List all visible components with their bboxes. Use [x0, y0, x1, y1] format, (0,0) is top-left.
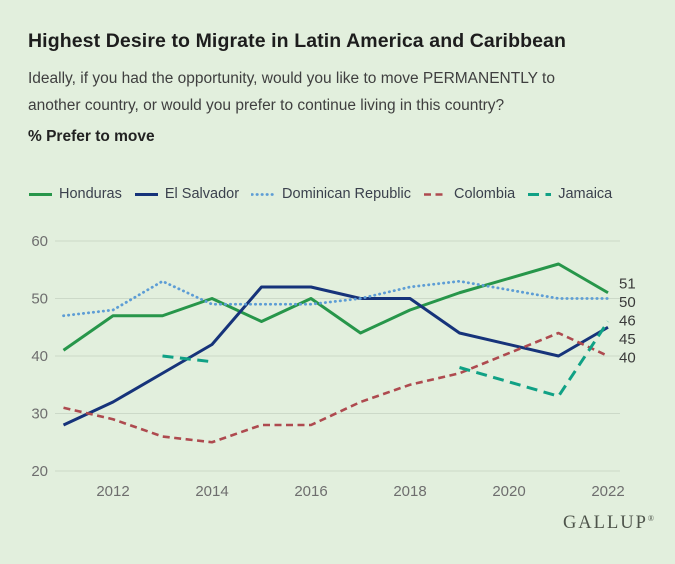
legend-label-dominican-republic: Dominican Republic: [282, 186, 411, 202]
legend-swatch-jamaica: [528, 192, 552, 196]
series-segment-honduras: [62, 262, 609, 352]
legend-item-jamaica: Jamaica: [527, 186, 612, 202]
x-axis-tick-labels: 2012 2014 2016 2018 2020 2022: [96, 483, 624, 500]
x-tick-label-2014: 2014: [195, 483, 228, 500]
legend-swatch-el-salvador: [134, 192, 158, 196]
y-tick-label-30: 30: [31, 406, 48, 423]
series-line-jamaica: [162, 320, 610, 398]
gallup-logo: GALLUP®: [563, 513, 654, 534]
end-label-jamaica: 46: [619, 313, 636, 330]
series-segment-dominican-republic: [62, 279, 610, 318]
registered-mark-icon: ®: [647, 513, 654, 523]
y-tick-label-20: 20: [31, 463, 48, 480]
x-tick-label-2022: 2022: [591, 483, 624, 500]
series-line-colombia: [63, 331, 609, 444]
y-tick-label-40: 40: [31, 348, 48, 365]
series-line-el-salvador: [62, 285, 609, 427]
x-tick-label-2020: 2020: [492, 483, 525, 500]
y-axis-tick-labels: 20 30 40 50 60: [31, 233, 48, 480]
y-tick-label-50: 50: [31, 291, 48, 308]
legend-item-honduras: Honduras: [28, 186, 122, 202]
series-line-honduras: [62, 262, 609, 352]
series-segment-jamaica: [459, 320, 610, 398]
chart-subtitle-line-2: another country, or would you prefer to …: [28, 97, 505, 114]
legend-swatch-dominican-republic: [251, 192, 277, 196]
chart-subtitle-line-1: Ideally, if you had the opportunity, wou…: [28, 70, 555, 87]
legend-label-el-salvador: El Salvador: [164, 186, 240, 202]
series-segment-el-salvador: [62, 285, 609, 427]
legend-item-colombia: Colombia: [423, 186, 515, 202]
legend-swatch-colombia: [423, 192, 447, 196]
measure-label: % Prefer to move: [28, 128, 155, 145]
legend: Honduras El Salvador Dominican Republic Col…: [28, 186, 612, 202]
x-tick-label-2016: 2016: [294, 483, 327, 500]
series-segment-jamaica: [162, 354, 213, 364]
series-segment-colombia: [63, 331, 609, 444]
end-label-el-salvador: 45: [619, 331, 636, 348]
end-label-dominican-republic: 50: [619, 294, 636, 311]
end-label-honduras: 51: [619, 276, 636, 293]
gallup-logo-text: GALLUP: [562, 513, 648, 533]
series-line-dominican-republic: [62, 279, 610, 318]
legend-label-colombia: Colombia: [453, 186, 516, 202]
legend-label-honduras: Honduras: [59, 186, 122, 202]
legend-swatch-honduras: [29, 192, 52, 196]
y-tick-label-60: 60: [31, 233, 48, 250]
end-label-colombia: 40: [619, 350, 636, 367]
page-title: Highest Desire to Migrate in Latin Ameri…: [28, 30, 566, 52]
legend-item-dominican-republic: Dominican Republic: [251, 186, 411, 202]
legend-label-jamaica: Jamaica: [558, 186, 613, 202]
gridlines: [55, 240, 620, 472]
x-tick-label-2012: 2012: [96, 483, 129, 500]
x-tick-label-2018: 2018: [393, 483, 426, 500]
legend-item-el-salvador: El Salvador: [134, 186, 239, 202]
